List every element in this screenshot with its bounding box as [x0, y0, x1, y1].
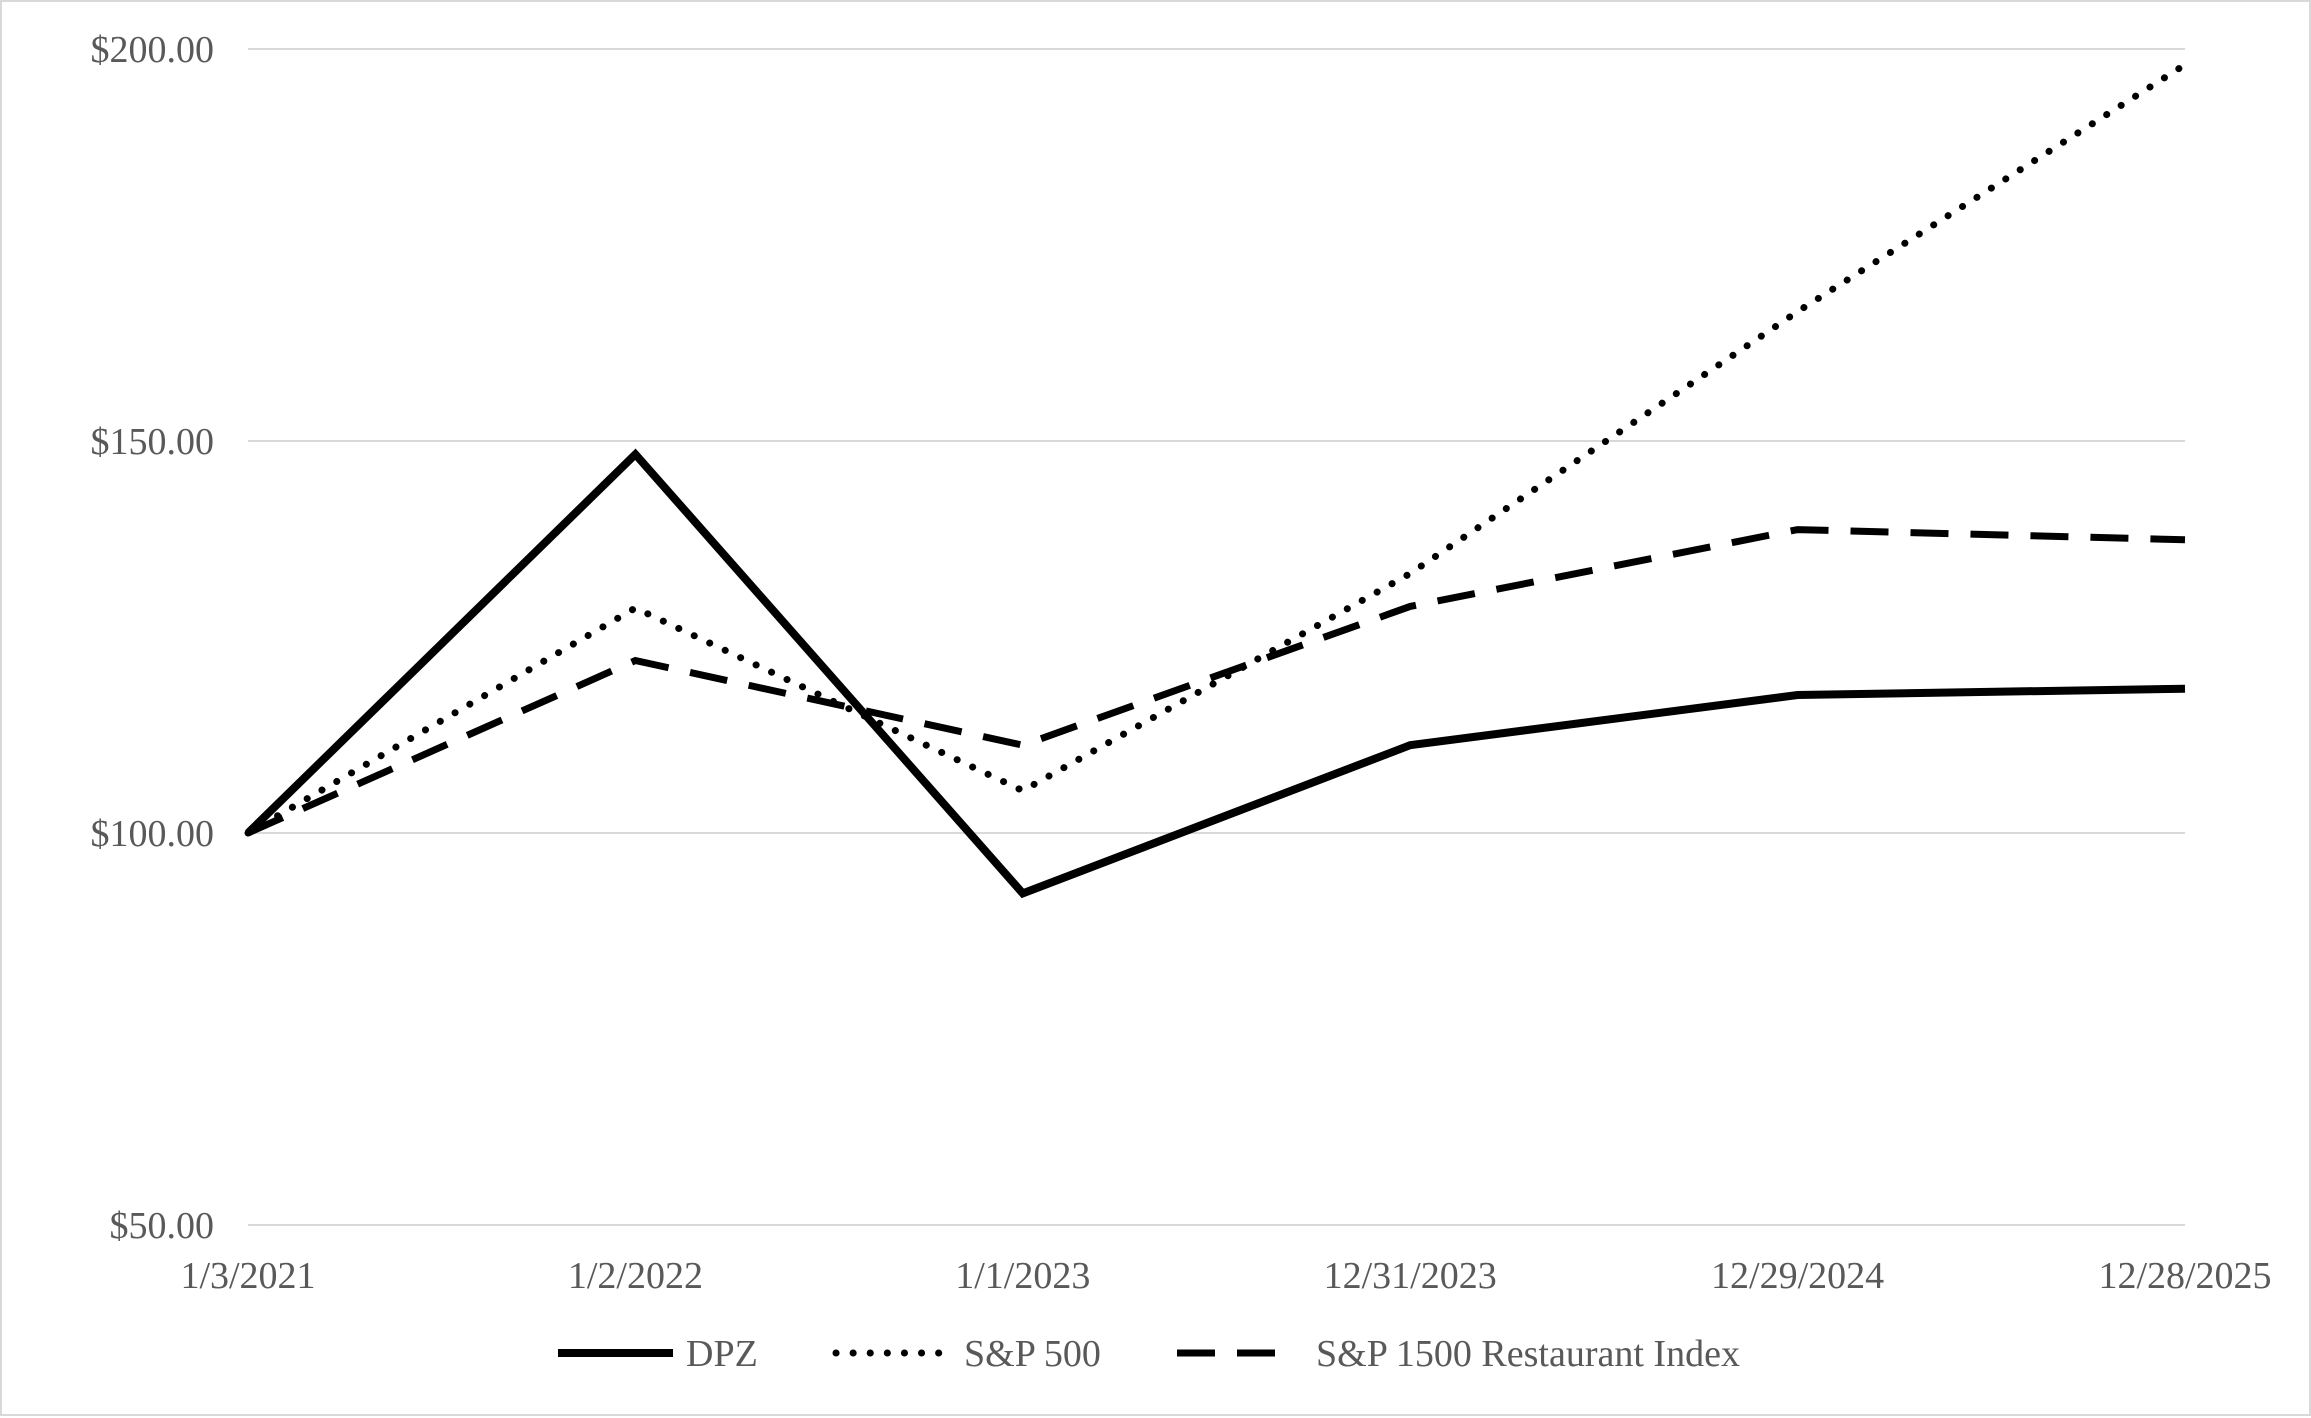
x-tick-label: 1/1/2023 [955, 1255, 1090, 1297]
x-tick-label: 1/3/2021 [180, 1255, 315, 1297]
series-line-2 [246, 526, 2186, 837]
y-tick-label: $200.00 [91, 29, 215, 71]
gridlines [248, 48, 2185, 1226]
series-lines [244, 61, 2189, 899]
legend-label: DPZ [686, 1333, 758, 1375]
x-tick-label: 12/31/2023 [1324, 1255, 1497, 1297]
y-tick-label: $100.00 [91, 813, 215, 855]
y-tick-label: $150.00 [91, 421, 215, 463]
x-tick-label: 1/2/2022 [568, 1255, 703, 1297]
x-tick-label: 12/28/2025 [2098, 1255, 2271, 1297]
legend: DPZ S&P 500 S&P 1500 Restaurant Index [558, 1333, 1740, 1375]
legend-label: S&P 1500 Restaurant Index [1316, 1333, 1740, 1375]
x-axis: 1/3/2021 1/2/2022 1/1/2023 12/31/2023 12/29/… [180, 1255, 2271, 1297]
y-tick-label: $50.00 [110, 1205, 215, 1247]
series-line-1 [244, 61, 2189, 837]
series-line-0 [245, 448, 2186, 899]
x-tick-label: 12/29/2024 [1711, 1255, 1884, 1297]
y-axis: $50.00 $100.00 $150.00 $200.00 [91, 29, 215, 1247]
legend-label: S&P 500 [964, 1333, 1101, 1375]
